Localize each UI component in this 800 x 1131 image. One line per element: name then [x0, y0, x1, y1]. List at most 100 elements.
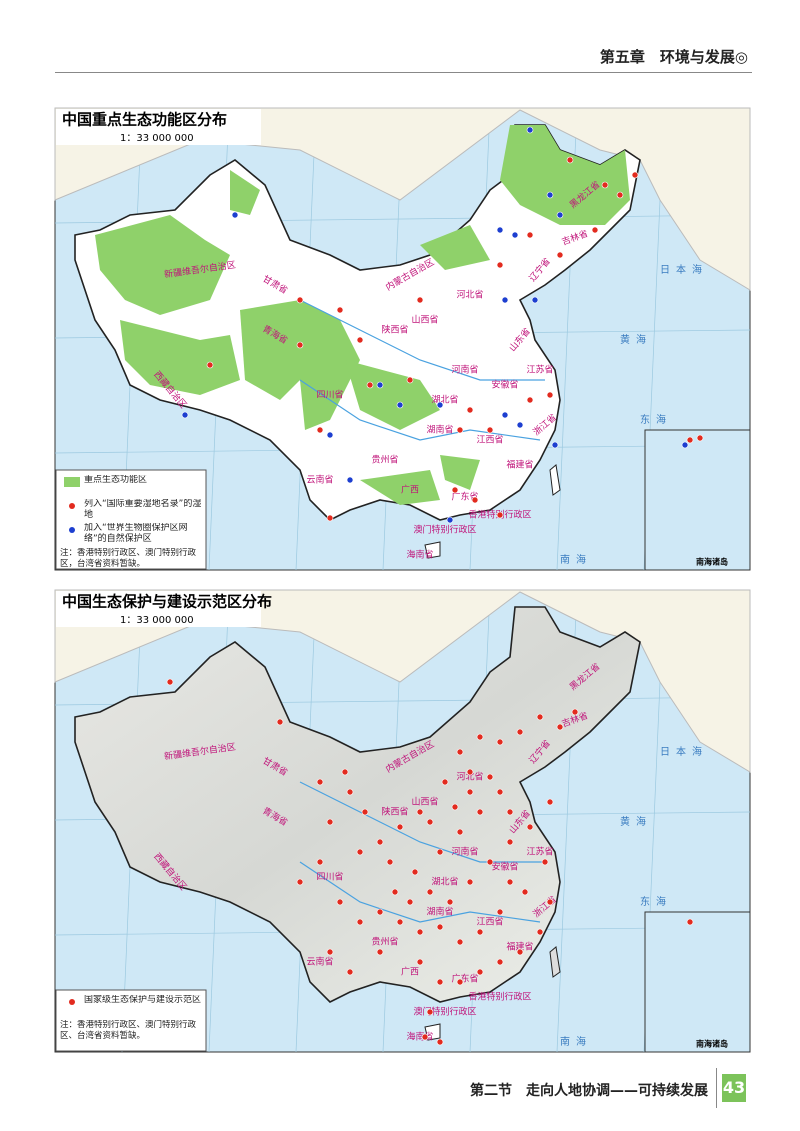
site-dot — [466, 878, 474, 886]
site-dot — [696, 434, 704, 442]
country — [74, 124, 641, 521]
hainan — [424, 541, 441, 559]
site-dot — [166, 678, 174, 686]
place-name: 四川省 — [316, 871, 343, 883]
footer-rule — [716, 1068, 717, 1108]
site-dot — [326, 514, 334, 522]
site-dot — [496, 788, 504, 796]
eco-zone — [360, 470, 440, 505]
legend-box — [55, 989, 207, 1052]
site-dot — [296, 296, 304, 304]
site-dot — [476, 968, 484, 976]
site-dot — [441, 778, 449, 786]
site-dot — [531, 296, 539, 304]
place-name: 河南省 — [451, 364, 478, 376]
site-dot — [486, 426, 494, 434]
site-dot — [426, 888, 434, 896]
site-dot — [456, 748, 464, 756]
note-text: 注：香港特别行政区、澳门特别行政区，台湾省资料暂缺。 — [60, 548, 197, 569]
site-dot — [336, 898, 344, 906]
site-dot — [231, 211, 239, 219]
place-name: 澳门特别行政区 — [413, 524, 476, 536]
site-dot — [526, 126, 534, 134]
site-dot — [556, 723, 564, 731]
legend-box — [55, 469, 207, 570]
place-name: 河北省 — [456, 289, 483, 301]
site-dot — [356, 336, 364, 344]
map-scale: 1：33 000 000 — [120, 615, 194, 626]
sea-name: 东海 — [640, 413, 672, 426]
legend-text: 重点生态功能区 — [84, 475, 148, 485]
site-dot — [406, 898, 414, 906]
site-dot — [546, 391, 554, 399]
site-dot — [376, 908, 384, 916]
site-dot — [366, 381, 374, 389]
place-name: 四川省 — [316, 389, 343, 401]
legend-entry: 国家级生态保护与建设示范区 — [84, 995, 201, 1005]
place-name: 海南省 — [406, 1031, 433, 1043]
legend-entry: 列入“国际重要湿地名录”的湿地 — [84, 499, 202, 520]
site-dot — [601, 181, 609, 189]
legend-entry: 加入“世界生物圈保护区网络”的自然保护区 — [84, 523, 188, 544]
site-dot — [421, 1033, 429, 1041]
site-dot — [391, 888, 399, 896]
site-dot — [546, 798, 554, 806]
site-dot — [556, 211, 564, 219]
site-dot — [376, 381, 384, 389]
place-name: 河南省 — [451, 846, 478, 858]
map-note: 注：香港特别行政区、澳门特别行政区、台湾省资料暂缺。 — [60, 1020, 197, 1041]
eco-zone — [95, 215, 230, 315]
site-dot — [511, 231, 519, 239]
eco-zone — [120, 320, 240, 395]
sea-name: 日本海 — [660, 745, 708, 758]
site-dot — [476, 928, 484, 936]
site-dot — [541, 858, 549, 866]
site-dot — [426, 818, 434, 826]
place-name: 澳门特别行政区 — [413, 1006, 476, 1018]
legend-dot — [69, 503, 75, 509]
eco-zone — [440, 455, 480, 490]
site-dot — [546, 898, 554, 906]
legend-text: 列入“国际重要湿地名录”的湿地 — [84, 499, 202, 520]
site-dot — [436, 1038, 444, 1046]
inset — [644, 911, 751, 1053]
site-dot — [436, 848, 444, 856]
site-dot — [436, 401, 444, 409]
site-dot — [406, 376, 414, 384]
map-note: 注：香港特别行政区、澳门特别行政区，台湾省资料暂缺。 — [60, 548, 197, 569]
eco-zone — [300, 300, 360, 430]
site-dot — [296, 878, 304, 886]
site-dot — [206, 361, 214, 369]
sea-name: 日本海 — [660, 263, 708, 276]
place-name: 安徽省 — [491, 861, 518, 873]
place-name: 山西省 — [411, 314, 438, 326]
place-name: 贵州省 — [371, 936, 398, 948]
note-text: 注：香港特别行政区、澳门特别行政区、台湾省资料暂缺。 — [60, 1020, 197, 1041]
site-dot — [316, 778, 324, 786]
country — [74, 606, 641, 1003]
map-title: 中国生态保护与建设示范区分布 — [62, 593, 272, 611]
place-name: 山西省 — [411, 796, 438, 808]
place-name: 安徽省 — [491, 379, 518, 391]
map: 南海诸岛新疆维吾尔自治区西藏自治区青海省内蒙古自治区黑龙江省吉林省辽宁省甘肃省四… — [54, 107, 751, 571]
site-dot — [396, 401, 404, 409]
site-dot — [506, 838, 514, 846]
site-dot — [436, 923, 444, 931]
site-dot — [436, 978, 444, 986]
site-dot — [476, 733, 484, 741]
site-dot — [571, 708, 579, 716]
site-dot — [566, 156, 574, 164]
site-dot — [526, 823, 534, 831]
site-dot — [396, 823, 404, 831]
legend-dot — [69, 527, 75, 533]
site-dot — [536, 713, 544, 721]
site-dot — [446, 516, 454, 524]
site-dot — [486, 773, 494, 781]
site-dot — [416, 958, 424, 966]
title-box — [56, 109, 261, 145]
inset-label: 南海诸岛 — [696, 557, 728, 567]
place-name: 江苏省 — [526, 846, 553, 858]
legend-swatch — [64, 477, 80, 487]
site-dot — [346, 476, 354, 484]
